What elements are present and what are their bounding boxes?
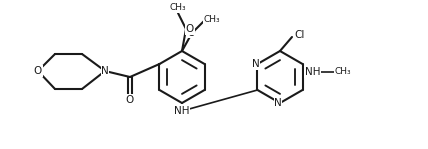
Text: CH₃: CH₃ — [334, 67, 351, 76]
Text: N: N — [252, 59, 259, 69]
Text: CH₃: CH₃ — [169, 3, 186, 13]
Text: N: N — [101, 66, 109, 76]
Text: CH₃: CH₃ — [204, 15, 220, 24]
Text: O: O — [187, 28, 195, 38]
Text: N: N — [274, 98, 282, 108]
Text: NH: NH — [305, 67, 320, 77]
Text: Cl: Cl — [295, 30, 305, 40]
Text: O: O — [186, 24, 194, 34]
Text: NH: NH — [174, 106, 190, 116]
Text: O: O — [34, 66, 42, 76]
Text: O: O — [126, 95, 134, 105]
